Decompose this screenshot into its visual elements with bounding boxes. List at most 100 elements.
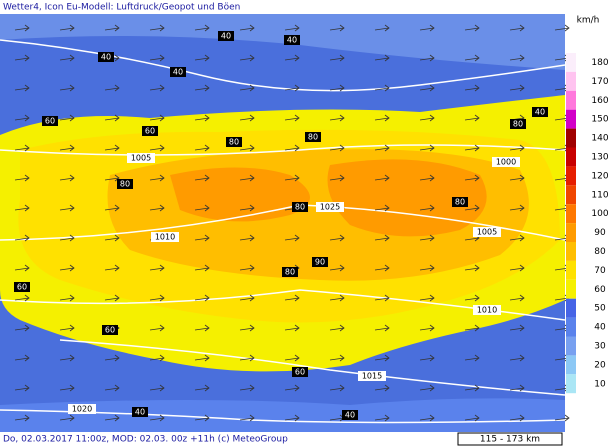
wind-arrow-head xyxy=(339,324,345,332)
wind-arrow-head xyxy=(249,234,255,242)
wind-arrow-head xyxy=(429,204,435,212)
wind-arrow xyxy=(329,267,345,271)
label-box xyxy=(14,282,30,292)
wind-arrow-head xyxy=(204,204,210,212)
wind-arrow-head xyxy=(294,174,300,182)
wind-area xyxy=(170,167,310,222)
header-title: Wetter4, Icon Eu-Modell: Luftdruck/Geopo… xyxy=(3,3,240,13)
wind-area xyxy=(327,159,487,237)
label-box xyxy=(305,132,321,142)
legend-unit: km/h xyxy=(577,16,600,26)
wind-arrow-head xyxy=(114,354,120,362)
wind-arrow-head xyxy=(114,24,120,32)
wind-arrow xyxy=(419,417,435,421)
map-label: 60 xyxy=(45,117,55,126)
wind-arrow xyxy=(284,117,300,121)
wind-arrow xyxy=(14,57,30,61)
wind-arrow-head xyxy=(429,234,435,242)
wind-arrow-head xyxy=(249,384,255,392)
wind-arrow-head xyxy=(474,144,480,152)
wind-arrow-head xyxy=(114,84,120,92)
wind-arrow xyxy=(329,387,345,391)
wind-arrow-head xyxy=(69,144,75,152)
wind-arrow xyxy=(104,297,120,301)
wind-arrow xyxy=(464,117,480,121)
wind-arrow-head xyxy=(519,264,525,272)
wind-arrow xyxy=(59,327,75,331)
map-label: 40 xyxy=(101,53,111,62)
legend-label: 170 xyxy=(591,77,608,87)
wind-arrow-head xyxy=(474,414,480,422)
wind-arrow xyxy=(374,27,390,31)
wind-arrow xyxy=(329,117,345,121)
wind-arrow-head xyxy=(429,264,435,272)
label-box xyxy=(226,137,242,147)
wind-arrow xyxy=(374,237,390,241)
legend-swatch xyxy=(566,260,576,280)
wind-arrow-head xyxy=(69,234,75,242)
wind-arrow-head xyxy=(429,294,435,302)
wind-arrow xyxy=(464,267,480,271)
wind-arrow xyxy=(419,87,435,91)
wind-arrow-head xyxy=(474,324,480,332)
wind-arrow xyxy=(59,237,75,241)
wind-arrow xyxy=(59,57,75,61)
wind-arrow-head xyxy=(69,174,75,182)
wind-arrow-head xyxy=(69,24,75,32)
label-box xyxy=(292,367,308,377)
wind-arrow xyxy=(239,147,255,151)
wind-arrow-head xyxy=(474,84,480,92)
wind-arrow xyxy=(104,237,120,241)
wind-arrow xyxy=(284,357,300,361)
wind-arrow-head xyxy=(159,354,165,362)
legend-label: 140 xyxy=(591,134,608,144)
wind-arrow xyxy=(149,267,165,271)
legend-swatch xyxy=(566,147,576,167)
wind-arrow-head xyxy=(474,24,480,32)
wind-arrow-head xyxy=(159,264,165,272)
wind-arrow-head xyxy=(249,324,255,332)
map-label: 80 xyxy=(120,180,130,189)
wind-arrow xyxy=(104,87,120,91)
map-label: 80 xyxy=(295,203,305,212)
wind-arrow-head xyxy=(429,84,435,92)
wind-arrow xyxy=(239,387,255,391)
wind-arrow xyxy=(59,267,75,271)
legend-label: 120 xyxy=(591,171,608,181)
wind-arrow xyxy=(104,387,120,391)
wind-arrow-head xyxy=(294,114,300,122)
wind-arrow-head xyxy=(519,174,525,182)
wind-arrow-head xyxy=(204,354,210,362)
wind-arrow xyxy=(464,87,480,91)
wind-arrow-head xyxy=(474,54,480,62)
wind-arrow xyxy=(239,117,255,121)
wind-arrow-head xyxy=(204,144,210,152)
wind-arrow-head xyxy=(69,264,75,272)
wind-arrow-head xyxy=(384,84,390,92)
wind-arrow-head xyxy=(204,294,210,302)
wind-arrow-head xyxy=(339,54,345,62)
wind-arrow-head xyxy=(384,324,390,332)
wind-arrow-head xyxy=(519,324,525,332)
wind-arrow-head xyxy=(294,54,300,62)
legend-label: 20 xyxy=(594,360,606,370)
label-box xyxy=(142,126,158,136)
wind-arrow xyxy=(149,387,165,391)
wind-arrow-head xyxy=(429,144,435,152)
map-label: 1005 xyxy=(131,154,151,163)
wind-arrow-head xyxy=(519,24,525,32)
label-box xyxy=(127,153,155,163)
wind-arrow-head xyxy=(384,114,390,122)
wind-arrow xyxy=(329,147,345,151)
wind-arrow-head xyxy=(339,354,345,362)
wind-arrow-head xyxy=(339,384,345,392)
map-label: 1000 xyxy=(496,158,516,167)
legend-swatch xyxy=(566,109,576,129)
wind-arrow xyxy=(509,267,525,271)
wind-arrow xyxy=(14,327,30,331)
wind-arrow-head xyxy=(384,264,390,272)
wind-arrow-head xyxy=(519,354,525,362)
wind-arrow-head xyxy=(69,384,75,392)
wind-arrow-head xyxy=(69,204,75,212)
wind-arrow xyxy=(509,327,525,331)
